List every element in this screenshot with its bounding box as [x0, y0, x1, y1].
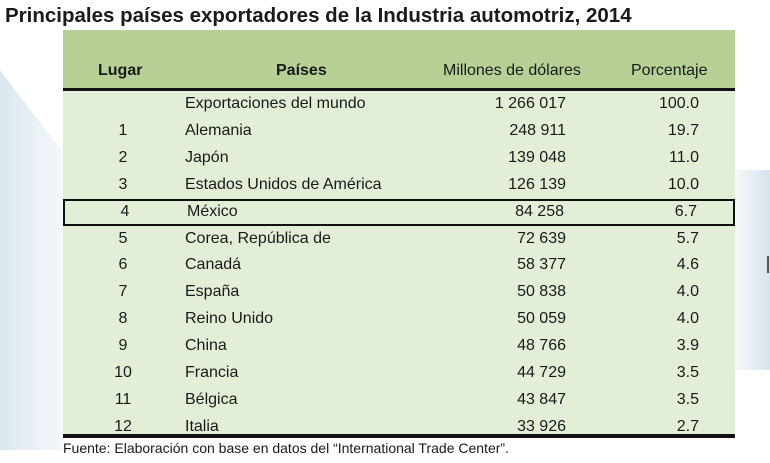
header-value: Millones de dólares — [443, 62, 581, 79]
cell-country: Exportaciones del mundo — [185, 95, 366, 112]
cell-rank: 8 — [118, 310, 128, 328]
cell-percentage: 4.6 — [676, 256, 699, 274]
cell-value: 248 911 — [509, 121, 566, 139]
cell-value: 33 926 — [517, 417, 566, 435]
cell-rank: 3 — [118, 175, 128, 193]
cell-country: España — [185, 283, 240, 301]
cell-rank: 7 — [118, 283, 128, 301]
cell-percentage: 5.7 — [676, 229, 699, 247]
cell-country: China — [185, 337, 227, 355]
cell-value: 50 838 — [517, 283, 566, 301]
cell-value: 43 847 — [517, 390, 566, 408]
table-row: 2 Japón 139 048 11.0 — [63, 145, 735, 172]
cell-value: 44 729 — [517, 364, 566, 381]
table-row: 10 Francia 44 729 3.5 — [63, 360, 735, 387]
table-row: 12 Italia 33 926 2.7 — [63, 414, 735, 441]
cell-country: Corea, República de — [185, 229, 331, 247]
cell-percentage: 4.0 — [676, 310, 699, 328]
table-row: 1 Alemania 248 911 19.7 — [63, 118, 735, 145]
cell-percentage: 3.5 — [676, 364, 699, 381]
cell-country: Estados Unidos de América — [185, 175, 382, 193]
cell-country: México — [187, 202, 238, 220]
cell-rank: 1 — [118, 121, 128, 139]
cell-country: Canadá — [185, 256, 242, 274]
cell-rank: 5 — [118, 229, 128, 247]
cell-value: 139 048 — [508, 148, 566, 166]
table-row: 11 Bélgica 43 847 3.5 — [63, 387, 735, 414]
cell-rank: 2 — [118, 148, 128, 166]
cell-country: Japón — [185, 148, 229, 166]
cell-rank: 4 — [120, 202, 130, 220]
export-table: Lugar Países Millones de dólares Porcent… — [63, 30, 735, 435]
cell-country: Francia — [185, 364, 239, 381]
cell-value: 84 258 — [515, 202, 564, 220]
header-pct: Porcentaje — [631, 62, 708, 79]
table-row: 8 Reino Unido 50 059 4.0 — [63, 306, 735, 333]
cell-rank: 6 — [118, 256, 128, 274]
cell-value: 58 377 — [517, 256, 566, 274]
cell-value: 72 639 — [517, 229, 566, 247]
table-row: 9 China 48 766 3.9 — [63, 333, 735, 360]
source-note: Fuente: Elaboración con base en datos de… — [63, 440, 509, 456]
table-row: 7 España 50 838 4.0 — [63, 279, 735, 306]
cell-country: Bélgica — [185, 390, 238, 408]
cell-value: 50 059 — [517, 310, 566, 328]
bottom-rule — [63, 434, 735, 438]
table-row: 3 Estados Unidos de América 126 139 10.0 — [63, 172, 735, 199]
table-title: Principales países exportadores de la In… — [5, 4, 632, 27]
table-row: Exportaciones del mundo 1 266 017 100.0 — [63, 91, 735, 118]
cell-value: 1 266 017 — [494, 95, 566, 112]
header-country: Países — [276, 62, 327, 79]
header-rule — [63, 88, 735, 91]
watermark-right — [735, 170, 770, 370]
cell-percentage: 3.9 — [676, 337, 699, 355]
cell-country: Alemania — [185, 121, 252, 139]
cell-percentage: 11.0 — [669, 148, 699, 166]
cell-percentage: 10.0 — [667, 175, 699, 193]
cell-country: Reino Unido — [185, 310, 274, 328]
table-row-highlighted: 4 México 84 258 6.7 — [63, 198, 735, 226]
cell-rank: 11 — [114, 390, 132, 408]
cell-value: 126 139 — [508, 175, 566, 193]
cell-country: Italia — [185, 417, 219, 435]
cell-rank: 12 — [114, 417, 132, 435]
cell-rank: 9 — [118, 337, 128, 355]
cell-percentage: 4.0 — [676, 283, 699, 301]
cell-percentage: 100.0 — [658, 95, 699, 112]
cell-percentage: 3.5 — [676, 390, 699, 408]
table-header: Lugar Países Millones de dólares Porcent… — [63, 30, 735, 88]
header-rank: Lugar — [98, 62, 143, 79]
watermark-left — [0, 70, 64, 450]
table-row: 6 Canadá 58 377 4.6 — [63, 252, 735, 279]
cell-rank: 10 — [114, 364, 132, 381]
cell-percentage: 6.7 — [674, 202, 697, 220]
cell-percentage: 19.7 — [667, 121, 699, 139]
text-cursor — [767, 256, 769, 273]
cell-percentage: 2.7 — [676, 417, 699, 435]
cell-value: 48 766 — [517, 337, 566, 355]
table-row: 5 Corea, República de 72 639 5.7 — [63, 226, 735, 253]
